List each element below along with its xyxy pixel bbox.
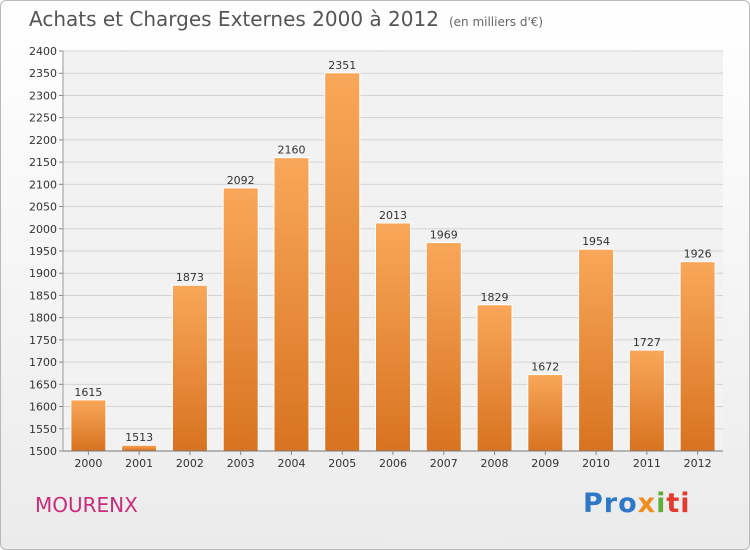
bar-2001 <box>121 444 158 452</box>
y-tick-label: 2350 <box>29 67 57 80</box>
y-tick-label: 2100 <box>29 178 57 191</box>
logo-part-4: ti <box>666 488 691 519</box>
y-tick-label: 1550 <box>29 423 57 436</box>
bar-2011 <box>628 349 665 452</box>
bar-2004 <box>273 157 310 452</box>
bar-value-label: 1615 <box>74 386 102 399</box>
x-tick-label: 2010 <box>582 457 610 470</box>
y-tick-label: 1900 <box>29 267 57 280</box>
x-tick-label: 2004 <box>277 457 305 470</box>
x-tick-label: 2006 <box>379 457 407 470</box>
y-tick-label: 2050 <box>29 201 57 214</box>
bar-value-label: 1954 <box>582 235 610 248</box>
y-tick-label: 1700 <box>29 356 57 369</box>
bar-2008 <box>476 304 513 452</box>
y-axis-ticks: 1500 1550 1600 1650 1700 1750 1800 1850 1900 1950… <box>29 45 63 458</box>
x-tick-label: 2009 <box>531 457 559 470</box>
y-tick-label: 1750 <box>29 334 57 347</box>
y-tick-label: 2300 <box>29 89 57 102</box>
x-tick-label: 2000 <box>74 457 102 470</box>
chart-title: Achats et Charges Externes 2000 à 2012 (e… <box>29 7 543 31</box>
bar-2002 <box>171 284 208 452</box>
bar-value-label: 2092 <box>227 174 255 187</box>
y-tick-label: 1800 <box>29 312 57 325</box>
x-tick-label: 2001 <box>125 457 153 470</box>
logo-part-1: Pro <box>583 488 638 519</box>
x-tick-label: 2008 <box>481 457 509 470</box>
x-tick-label: 2012 <box>684 457 712 470</box>
x-tick-label: 2007 <box>430 457 458 470</box>
bar-2003 <box>222 187 259 452</box>
bar-2006 <box>375 222 411 452</box>
bar-value-label: 1926 <box>684 248 712 261</box>
y-tick-label: 1600 <box>29 401 57 414</box>
chart-subtitle: (en milliers d'€) <box>448 15 544 29</box>
logo-part-2: x <box>637 488 657 519</box>
x-axis-ticks: 2000 2001 2002 2003 2004 2005 2006 2007 2008 2009… <box>74 451 712 470</box>
bar-value-label: 1969 <box>430 229 458 242</box>
y-tick-label: 1650 <box>29 378 57 391</box>
bar-value-label: 2013 <box>379 209 407 222</box>
y-tick-label: 2250 <box>29 112 57 125</box>
y-tick-label: 1500 <box>29 445 57 458</box>
bar-2009 <box>527 374 564 452</box>
logo-part-3: i <box>656 488 667 519</box>
bar-value-label: 1873 <box>176 271 204 284</box>
bar-2000 <box>70 399 107 452</box>
x-tick-label: 2011 <box>633 457 661 470</box>
bar-value-label: 1672 <box>531 361 559 374</box>
x-tick-label: 2003 <box>227 457 255 470</box>
city-label: MOURENX <box>35 493 138 517</box>
x-tick-label: 2002 <box>176 457 204 470</box>
y-tick-label: 2400 <box>29 45 57 58</box>
x-tick-label: 2005 <box>328 457 356 470</box>
y-tick-label: 2150 <box>29 156 57 169</box>
proxiti-logo: Proxiti <box>583 488 691 519</box>
bar-2005 <box>324 72 361 452</box>
bar-value-label: 1829 <box>481 291 509 304</box>
bar-value-label: 2160 <box>277 144 305 157</box>
y-tick-label: 2000 <box>29 223 57 236</box>
y-tick-label: 2200 <box>29 134 57 147</box>
y-tick-label: 1950 <box>29 245 57 258</box>
chart-title-text: Achats et Charges Externes 2000 à 2012 <box>29 7 439 31</box>
bar-value-label: 1727 <box>633 336 661 349</box>
bar-2007 <box>425 242 462 452</box>
bar-2010 <box>578 248 615 452</box>
bar-2012 <box>679 261 716 452</box>
bar-value-label: 1513 <box>125 431 153 444</box>
y-tick-label: 1850 <box>29 289 57 302</box>
bar-value-label: 2351 <box>328 59 356 72</box>
